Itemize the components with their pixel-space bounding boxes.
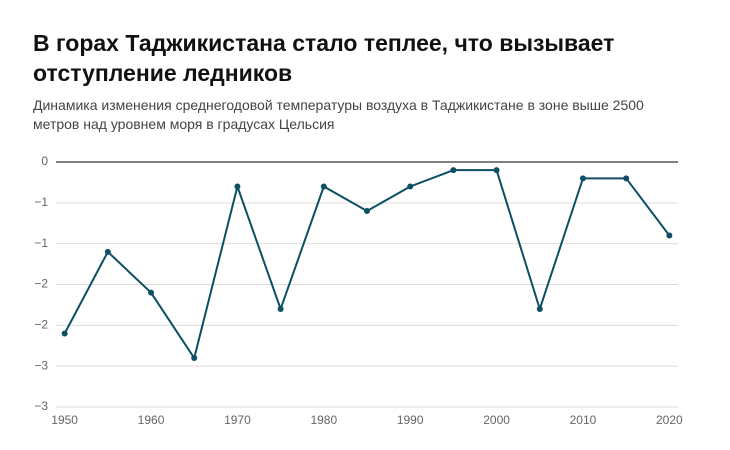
point — [191, 355, 198, 361]
y-tick-label: −2 — [34, 318, 48, 332]
x-tick-label: 2000 — [483, 413, 510, 427]
y-tick-label: −3 — [34, 358, 48, 372]
x-tick-label: 1970 — [224, 413, 251, 427]
point — [493, 167, 500, 174]
point — [536, 306, 543, 312]
point — [623, 175, 630, 182]
point — [61, 330, 68, 337]
x-tick-label: 2010 — [570, 413, 597, 427]
x-tick-label: 1990 — [397, 413, 424, 427]
point — [104, 248, 111, 255]
chart-subtitle: Динамика изменения среднегодовой темпера… — [33, 97, 644, 132]
point — [364, 208, 370, 214]
point — [320, 183, 327, 190]
point — [579, 175, 586, 182]
point — [277, 306, 284, 312]
chart-title: В горах Таджикистана стало теплее, что в… — [33, 30, 615, 86]
line — [63, 169, 671, 361]
x-tick-label: 2020 — [656, 413, 683, 427]
point — [234, 183, 241, 190]
y-tick-label: −3 — [34, 399, 48, 413]
x-tick-label: 1960 — [138, 413, 165, 427]
y-tick-label: −1 — [34, 195, 48, 209]
y-tick-label: −2 — [34, 277, 48, 291]
y-tick-label: 0 — [41, 154, 48, 168]
point — [407, 183, 414, 190]
y-tick-label: −1 — [34, 236, 48, 250]
point — [666, 232, 673, 239]
point — [450, 167, 457, 174]
x-tick-label: 1950 — [51, 413, 78, 427]
x-tick-label: 1980 — [310, 413, 337, 427]
point — [148, 289, 155, 296]
